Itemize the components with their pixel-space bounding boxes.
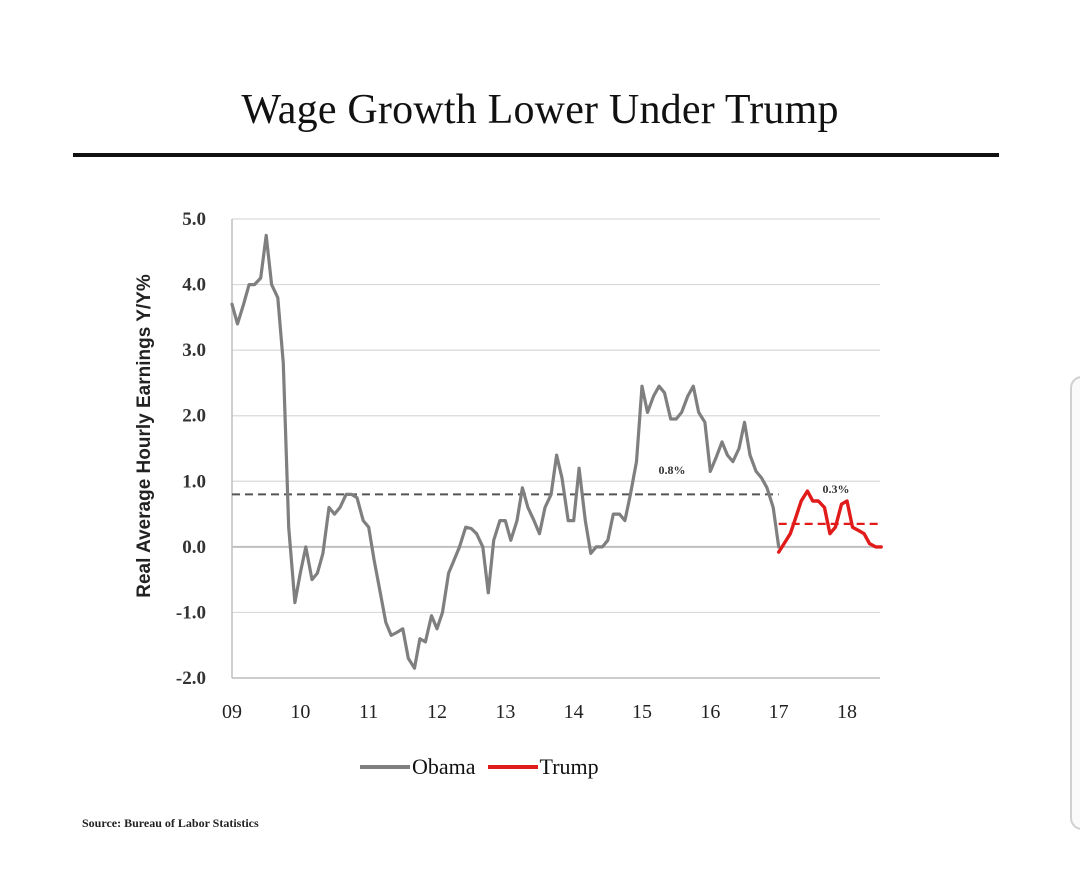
x-tick-label: 17 bbox=[769, 701, 789, 723]
chart-title: Wage Growth Lower Under Trump bbox=[241, 87, 839, 133]
y-tick-label: 5.0 bbox=[182, 209, 206, 230]
legend-item-obama: Obama bbox=[360, 754, 476, 780]
annotation-obama-average: 0.8% bbox=[659, 463, 686, 477]
x-tick-label: 18 bbox=[837, 701, 857, 723]
side-panel-edge[interactable] bbox=[1070, 376, 1080, 830]
x-tick-label: 09 bbox=[222, 701, 242, 723]
x-tick-label: 14 bbox=[564, 701, 584, 723]
gridlines bbox=[232, 218, 880, 679]
series-line-trump bbox=[777, 489, 883, 554]
legend-swatch-obama bbox=[360, 765, 410, 769]
source-note: Source: Bureau of Labor Statistics bbox=[82, 816, 259, 830]
y-tick-label: -1.0 bbox=[176, 602, 206, 623]
x-tick-label: 11 bbox=[359, 701, 378, 723]
y-tick-labels: -2.0 -1.0 0.0 1.0 2.0 3.0 4.0 5.0 bbox=[176, 209, 206, 689]
chart-legend: Obama Trump bbox=[360, 754, 611, 780]
y-axis-label: Real Average Hourly Earnings Y/Y% bbox=[134, 274, 155, 598]
average-annotations: 0.8% 0.3% bbox=[659, 463, 850, 496]
series-line-obama bbox=[230, 233, 781, 670]
x-tick-label: 16 bbox=[700, 701, 720, 723]
y-tick-label: 1.0 bbox=[182, 471, 206, 492]
title-divider bbox=[73, 153, 999, 157]
x-tick-label: 13 bbox=[495, 701, 515, 723]
legend-label-trump: Trump bbox=[539, 754, 599, 779]
legend-label-obama: Obama bbox=[412, 754, 476, 779]
legend-swatch-trump bbox=[487, 765, 538, 769]
y-tick-label: 4.0 bbox=[182, 275, 206, 296]
y-tick-label: -2.0 bbox=[176, 668, 206, 689]
x-tick-label: 10 bbox=[290, 701, 310, 723]
y-tick-label: 0.0 bbox=[182, 537, 206, 558]
y-tick-label: 3.0 bbox=[182, 340, 206, 361]
x-tick-label: 12 bbox=[427, 701, 447, 723]
data-series bbox=[230, 233, 883, 670]
x-tick-label: 15 bbox=[632, 701, 652, 723]
legend-item-trump: Trump bbox=[487, 754, 599, 780]
average-lines bbox=[232, 493, 882, 526]
axes bbox=[231, 219, 880, 679]
x-tick-labels: 09 10 11 12 13 14 15 16 17 18 bbox=[222, 701, 857, 723]
y-tick-label: 2.0 bbox=[182, 406, 206, 427]
annotation-trump-average: 0.3% bbox=[823, 482, 850, 496]
